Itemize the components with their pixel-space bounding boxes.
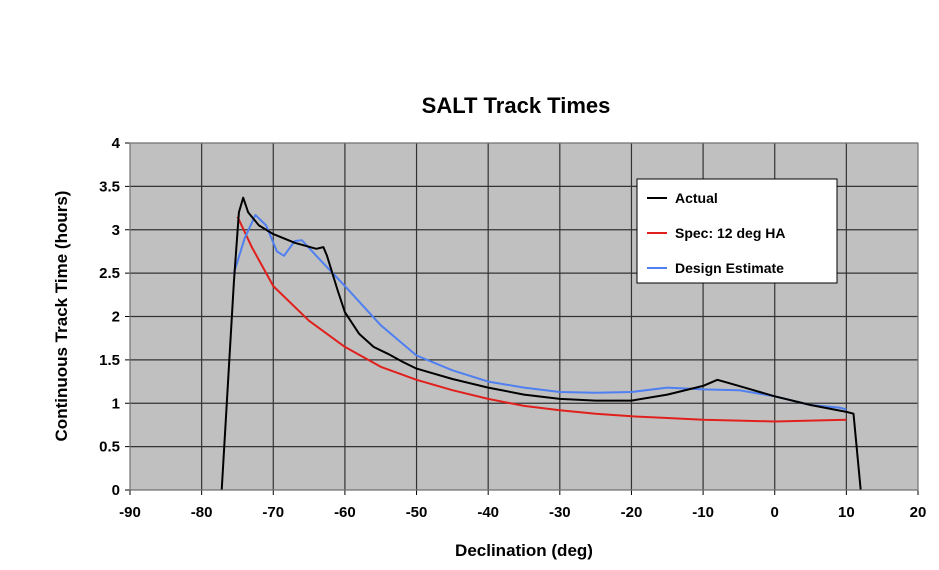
x-tick-label: 10 bbox=[838, 504, 855, 521]
series-line-spec-12-deg-ha bbox=[236, 216, 847, 423]
x-tick-label: 20 bbox=[910, 504, 927, 521]
y-tick-label: 3 bbox=[112, 222, 120, 239]
y-tick-label: 2 bbox=[112, 309, 120, 326]
legend-label: Spec: 12 deg HA bbox=[675, 225, 785, 241]
legend: Actual Spec: 12 deg HA Design Estimate bbox=[636, 178, 838, 284]
y-tick-label: 3.5 bbox=[99, 178, 120, 195]
y-axis-label: Continuous Track Time (hours) bbox=[52, 191, 71, 442]
series-line-design-estimate bbox=[232, 214, 847, 411]
x-tick-label: -80 bbox=[191, 504, 213, 521]
legend-label: Design Estimate bbox=[675, 260, 784, 276]
x-tick-label: -90 bbox=[119, 504, 141, 521]
x-tick-label: -20 bbox=[621, 504, 643, 521]
legend-label: Actual bbox=[675, 190, 718, 206]
y-tick-label: 4 bbox=[112, 135, 121, 152]
y-tick-label: 0 bbox=[112, 482, 120, 499]
x-tick-label: -60 bbox=[334, 504, 356, 521]
x-tick-label: -40 bbox=[477, 504, 499, 521]
y-tick-label: 2.5 bbox=[99, 265, 120, 282]
y-tick-label: 1.5 bbox=[99, 352, 120, 369]
x-tick-label: -50 bbox=[406, 504, 428, 521]
x-tick-label: -30 bbox=[549, 504, 571, 521]
x-tick-label: -10 bbox=[692, 504, 714, 521]
chart-title: SALT Track Times bbox=[422, 93, 611, 118]
y-tick-label: 1 bbox=[112, 395, 120, 412]
series-line-actual bbox=[220, 196, 862, 491]
y-tick-label: 0.5 bbox=[99, 439, 120, 456]
x-axis-label: Declination (deg) bbox=[455, 541, 593, 560]
x-tick-label: 0 bbox=[771, 504, 779, 521]
x-tick-label: -70 bbox=[262, 504, 284, 521]
